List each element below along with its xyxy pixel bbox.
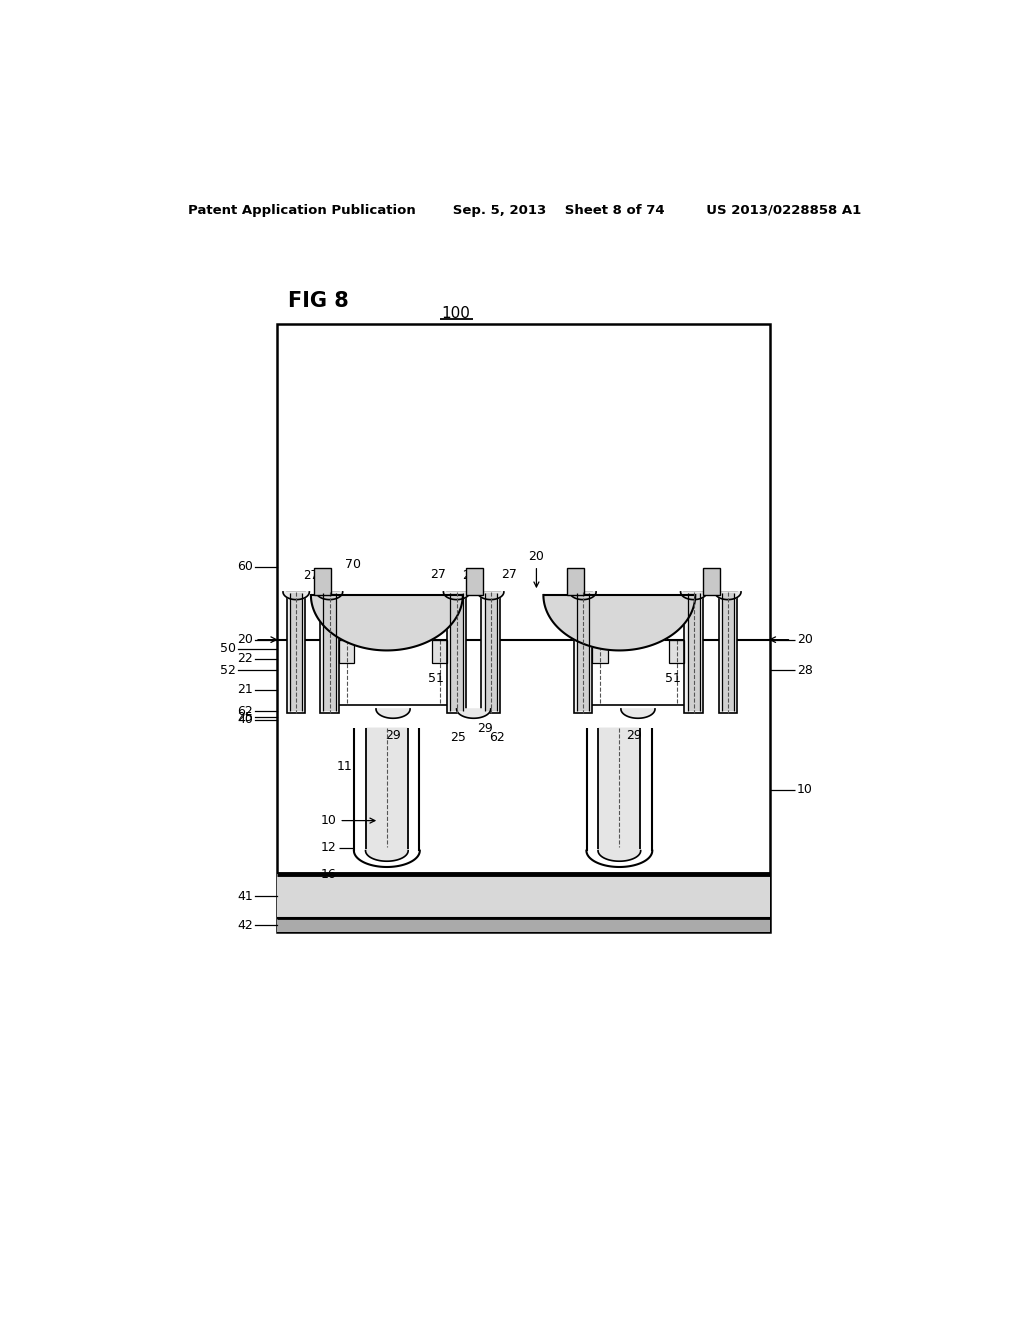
Bar [339,640,354,663]
Text: 62: 62 [237,705,253,718]
Polygon shape [681,591,707,599]
Text: 27a: 27a [303,569,326,582]
Text: 51: 51 [428,672,443,685]
Text: 40: 40 [237,713,253,726]
Text: 70: 70 [345,557,360,570]
Bar [276,919,770,932]
Bar [669,640,684,663]
Bar [573,591,592,713]
Bar [703,568,720,595]
Text: FIG 8: FIG 8 [289,290,349,310]
Bar [669,640,684,663]
Polygon shape [569,591,596,599]
Bar [592,640,607,663]
Text: 42: 42 [237,919,253,932]
Text: 100: 100 [441,306,470,322]
Polygon shape [316,591,343,599]
Polygon shape [376,709,410,718]
Bar [587,729,652,850]
Bar [484,594,497,711]
Text: 51: 51 [665,672,681,685]
Bar [567,568,585,595]
Text: 52: 52 [220,664,236,677]
Polygon shape [544,595,695,651]
Bar [290,594,302,711]
Bar [276,323,770,932]
Bar [287,591,305,713]
Bar [321,591,339,713]
Text: 20: 20 [528,550,545,587]
Polygon shape [366,729,409,861]
Bar [276,874,770,919]
Text: 27: 27 [430,569,445,582]
Text: 80: 80 [350,597,367,610]
Bar [722,594,734,711]
Polygon shape [283,591,309,599]
Polygon shape [311,595,463,651]
Text: 29: 29 [477,722,494,735]
Text: 10: 10 [797,783,813,796]
Bar [432,640,447,663]
Polygon shape [715,591,741,599]
Bar [466,568,483,595]
Bar [684,591,703,713]
Text: 28: 28 [797,664,813,677]
Bar [339,640,354,663]
Bar [687,594,700,711]
Bar [481,591,500,713]
Text: 41: 41 [237,890,253,903]
Text: 21: 21 [237,684,253,696]
Text: Patent Application Publication        Sep. 5, 2013    Sheet 8 of 74         US 2: Patent Application Publication Sep. 5, 2… [188,205,861,218]
Bar [451,594,463,711]
Text: 25: 25 [237,711,253,723]
Polygon shape [621,709,655,718]
Polygon shape [477,591,504,599]
Bar [703,568,720,595]
Bar [577,594,589,711]
Text: 12: 12 [321,841,337,854]
Text: 20: 20 [797,634,813,647]
Text: 22: 22 [237,652,253,665]
Text: 29: 29 [385,730,401,742]
Bar [432,640,447,663]
Polygon shape [598,729,641,861]
Bar [719,591,737,713]
Text: 62: 62 [489,731,505,744]
Text: 11: 11 [336,760,352,774]
Text: 50: 50 [220,643,236,656]
Bar [314,568,331,595]
Bar [354,729,420,850]
Text: 10: 10 [321,814,375,828]
Text: 20: 20 [237,634,253,647]
Text: 25: 25 [451,731,466,744]
Bar [592,640,607,663]
Bar [447,591,466,713]
Text: 27a: 27a [463,569,484,582]
Text: 27: 27 [502,569,517,582]
Bar [466,568,483,595]
Text: 29: 29 [627,730,642,742]
Bar [324,594,336,711]
Polygon shape [457,709,490,718]
Text: 16: 16 [321,869,337,880]
Bar [567,568,585,595]
Bar [314,568,331,595]
Polygon shape [443,591,470,599]
Text: 60: 60 [237,560,253,573]
